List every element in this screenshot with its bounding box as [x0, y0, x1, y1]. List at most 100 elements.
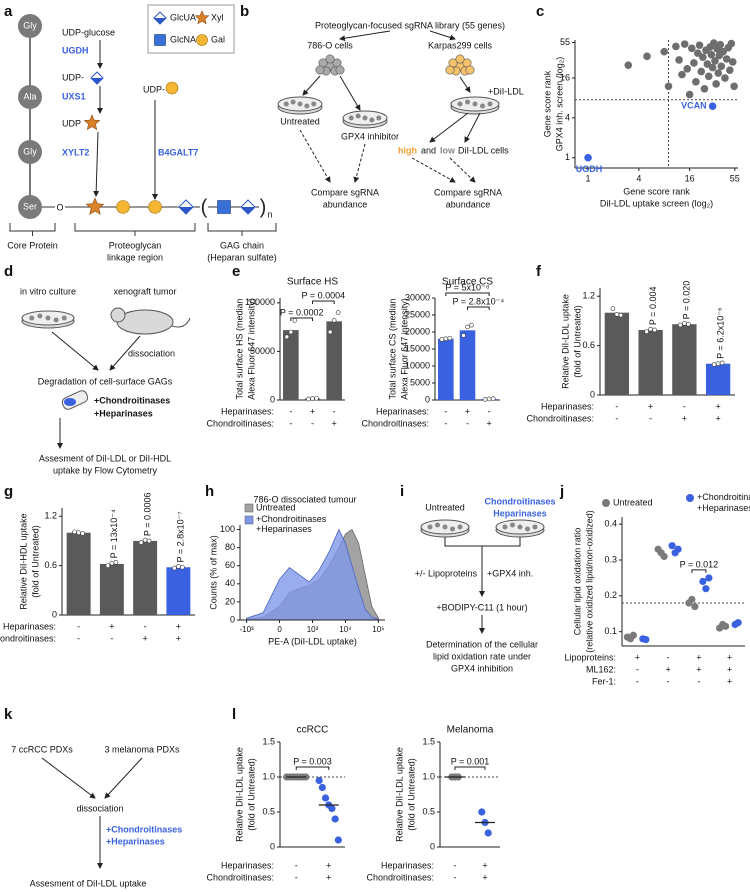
cell-icon [311, 101, 317, 107]
label: 3 melanoma PDXs [104, 744, 180, 754]
label: Assesment of DiI-LDL uptake [30, 878, 147, 888]
connector [302, 75, 321, 96]
scatter-point [690, 59, 698, 67]
glcnac-icon [217, 200, 231, 214]
label: lipid oxidation rate under [433, 651, 531, 661]
y-axis-label: Cellular lipid oxidation ratio [572, 528, 582, 636]
data-point [668, 542, 676, 550]
scatter-point [693, 49, 702, 57]
paren-bg [200, 195, 208, 219]
y-axis-label: Total surface HS (median [234, 298, 244, 399]
paren: ) [260, 196, 267, 218]
row-label: Chondroitinases: [0, 633, 56, 643]
data-point [691, 602, 699, 611]
p-bracket [454, 766, 486, 770]
data-point [629, 631, 637, 639]
label: dissociation [76, 803, 123, 813]
row-sign: + [727, 652, 732, 662]
data-point [105, 563, 111, 568]
row-sign: + [648, 401, 653, 411]
glcnac-icon [154, 34, 166, 46]
y-tick-label: 1.0 [422, 771, 435, 781]
data-point [335, 310, 341, 315]
p-value: P = 0.0002 [280, 307, 324, 317]
y-axis-label: Alexa Fluor 647 intensity) [399, 298, 409, 400]
y-tick-label: 0.2 [604, 590, 617, 600]
row-sign: + [465, 406, 470, 416]
cell-icon [525, 526, 530, 532]
scatter-point [722, 55, 731, 63]
row-sign: - [295, 872, 298, 882]
x-tick-label: 10³ [307, 625, 319, 634]
label: +DiI-LDL [488, 86, 524, 96]
label: Compare sgRNA [311, 187, 379, 197]
row-sign: - [444, 406, 447, 416]
chart-title: Melanoma [447, 725, 494, 736]
label: uptake by Flow Cytometry [53, 465, 158, 475]
label: Proteoglycan-focused sgRNA library (55 g… [315, 20, 505, 30]
label: linkage region [107, 252, 163, 262]
row-sign: - [144, 621, 147, 631]
bar [672, 324, 697, 395]
data-point [682, 321, 687, 326]
row-sign: - [667, 652, 670, 662]
row-label: Lipoproteins: [564, 652, 616, 662]
data-point [702, 585, 710, 593]
row-sign: + [310, 406, 315, 416]
cell-icon [472, 101, 478, 107]
scatter-point [688, 44, 696, 53]
label: Compare sgRNA [434, 187, 502, 197]
row-sign: - [683, 401, 686, 411]
bar [133, 540, 158, 615]
row-sign: - [295, 860, 298, 870]
label: Untreated [425, 502, 465, 512]
scatter-point [672, 42, 680, 51]
row-label: Heparinases: [541, 401, 594, 411]
x-tick-label: 0 [277, 625, 282, 634]
y-tick-label: 1.2 [582, 291, 595, 301]
row-sign: + [715, 401, 720, 411]
cell-icon [480, 103, 485, 109]
y-tick-label: 0.5 [422, 806, 435, 816]
scatter-point [710, 39, 718, 47]
y-tick-label: 0 [230, 614, 235, 624]
scatter-point [624, 61, 633, 69]
y-tick-label: 5000 [410, 377, 430, 387]
data-point [644, 329, 649, 334]
label: (Heparan sulfate) [207, 252, 277, 262]
p-value: P = 13x10⁻⁴ [109, 509, 119, 558]
label: Degradation of cell-surface GAGs [38, 376, 173, 386]
data-point [711, 362, 717, 367]
residue [18, 85, 42, 109]
data-point [648, 326, 653, 332]
y-axis-label: (fold of Untreated) [406, 758, 416, 831]
connector [51, 331, 99, 371]
residue [18, 14, 42, 38]
label: Ala [23, 91, 36, 101]
label: Gly [23, 20, 37, 30]
panel-letter: g [4, 483, 13, 500]
data-point [327, 329, 333, 335]
row-sign: + [665, 664, 670, 674]
row-label: Chondroitinases: [361, 418, 429, 428]
scatter-point [692, 78, 700, 86]
chart-title: Surface HS [287, 277, 338, 288]
data-point [138, 540, 144, 545]
row-sign: - [615, 401, 618, 411]
y-tick-label: 1.0 [262, 771, 275, 781]
gal-icon [165, 81, 179, 95]
connector [429, 30, 456, 41]
panel-letter: a [4, 3, 13, 20]
label: abundance [446, 199, 491, 209]
connector [353, 143, 366, 183]
scatter-point [728, 58, 737, 66]
bracket [74, 223, 196, 236]
panel-letter: d [4, 263, 13, 280]
data-point [447, 335, 453, 341]
bar [604, 312, 630, 395]
cell-icon [450, 526, 455, 532]
data-point [478, 808, 486, 816]
row-label: Heparinases: [221, 406, 274, 416]
